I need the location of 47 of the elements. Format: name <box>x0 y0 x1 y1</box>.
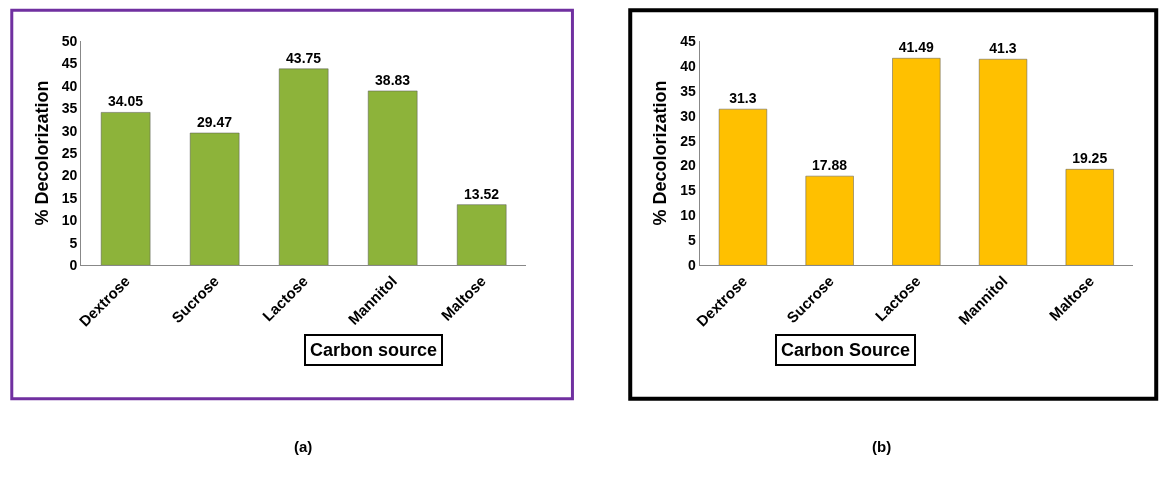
bar <box>367 90 418 266</box>
data-label: 31.3 <box>729 90 757 107</box>
bar <box>892 58 941 266</box>
data-label: 34.05 <box>108 93 144 110</box>
y-tick-label: 15 <box>61 189 78 206</box>
y-tick-label: 25 <box>680 132 697 149</box>
data-label: 41.3 <box>989 40 1017 57</box>
y-tick-label: 15 <box>680 182 697 199</box>
data-label: 13.52 <box>464 185 500 202</box>
x-axis-title: Carbon Source <box>781 340 911 360</box>
y-tick-label: 10 <box>61 212 78 229</box>
y-tick-label: 30 <box>680 107 697 124</box>
y-tick-label: 30 <box>61 122 78 139</box>
y-tick-label: 45 <box>61 55 78 72</box>
y-tick-label: 40 <box>61 77 78 94</box>
bar <box>456 204 507 266</box>
y-tick-label: 20 <box>680 157 697 174</box>
bar <box>718 108 768 266</box>
y-tick-label: 20 <box>61 167 78 184</box>
bar <box>189 132 240 266</box>
text: (b) <box>872 438 892 455</box>
data-label: 38.83 <box>375 71 411 88</box>
data-label: 41.49 <box>898 39 934 56</box>
data-label: 29.47 <box>197 114 233 130</box>
text: (a) <box>294 438 313 455</box>
y-tick-label: 5 <box>69 234 78 251</box>
bar <box>805 175 854 266</box>
bar <box>278 68 329 266</box>
y-tick-label: 5 <box>688 232 696 249</box>
y-tick-label: 35 <box>680 82 697 99</box>
x-axis-title: Carbon source <box>310 340 438 360</box>
y-tick-label: 50 <box>61 32 78 49</box>
data-label: 19.25 <box>1072 150 1108 167</box>
y-tick-label: 40 <box>680 57 697 74</box>
data-label: 17.88 <box>812 157 848 174</box>
data-label: 43.75 <box>286 49 322 66</box>
y-axis-title: % Decolorization <box>31 80 52 226</box>
y-tick-label: 45 <box>680 32 697 49</box>
bar <box>978 58 1028 266</box>
y-tick-label: 25 <box>61 144 78 161</box>
y-axis-title: % Decolorization <box>650 80 671 226</box>
y-tick-label: 35 <box>61 100 78 117</box>
y-tick-label: 0 <box>688 257 696 274</box>
bar <box>1065 169 1114 266</box>
y-tick-label: 0 <box>69 257 78 274</box>
bar <box>100 112 151 266</box>
y-tick-label: 10 <box>680 207 697 224</box>
